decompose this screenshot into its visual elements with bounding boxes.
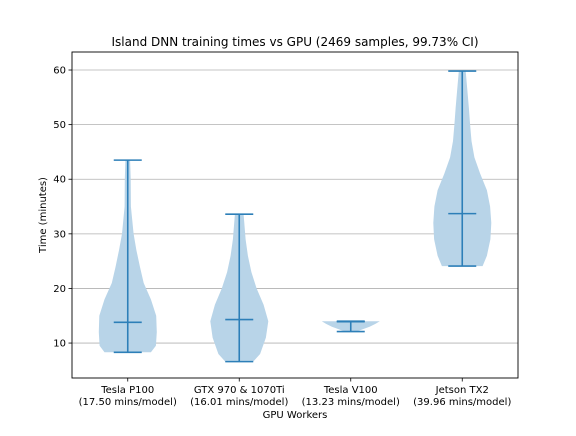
chart-title: Island DNN training times vs GPU (2469 s… [111, 35, 478, 49]
y-tick-label-60: 60 [53, 66, 66, 77]
x-axis-label: GPU Workers [263, 410, 328, 421]
y-tick-label-50: 50 [53, 120, 66, 131]
x-tick-sublabel-3: (13.23 mins/model) [302, 397, 400, 408]
y-tick-label-20: 20 [53, 284, 66, 295]
y-tick-label-30: 30 [53, 229, 66, 240]
x-tick-label-4: Jetson TX2 [435, 385, 489, 396]
x-tick-label-3: Tesla V100 [323, 385, 378, 396]
y-axis-label: Time (minutes) [38, 177, 49, 254]
y-tick-label-40: 40 [53, 175, 66, 186]
x-tick-sublabel-2: (16.01 mins/model) [190, 397, 288, 408]
x-tick-label-1: Tesla P100 [100, 385, 154, 396]
x-tick-sublabel-4: (39.96 mins/model) [413, 397, 511, 408]
x-tick-label-2: GTX 970 & 1070Ti [194, 385, 285, 396]
x-tick-sublabel-1: (17.50 mins/model) [79, 397, 177, 408]
y-tick-label-10: 10 [53, 339, 66, 350]
